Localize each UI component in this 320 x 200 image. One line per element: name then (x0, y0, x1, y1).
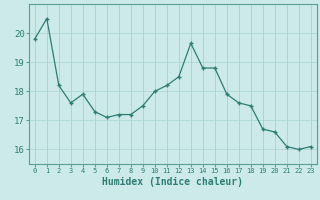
X-axis label: Humidex (Indice chaleur): Humidex (Indice chaleur) (102, 177, 243, 187)
